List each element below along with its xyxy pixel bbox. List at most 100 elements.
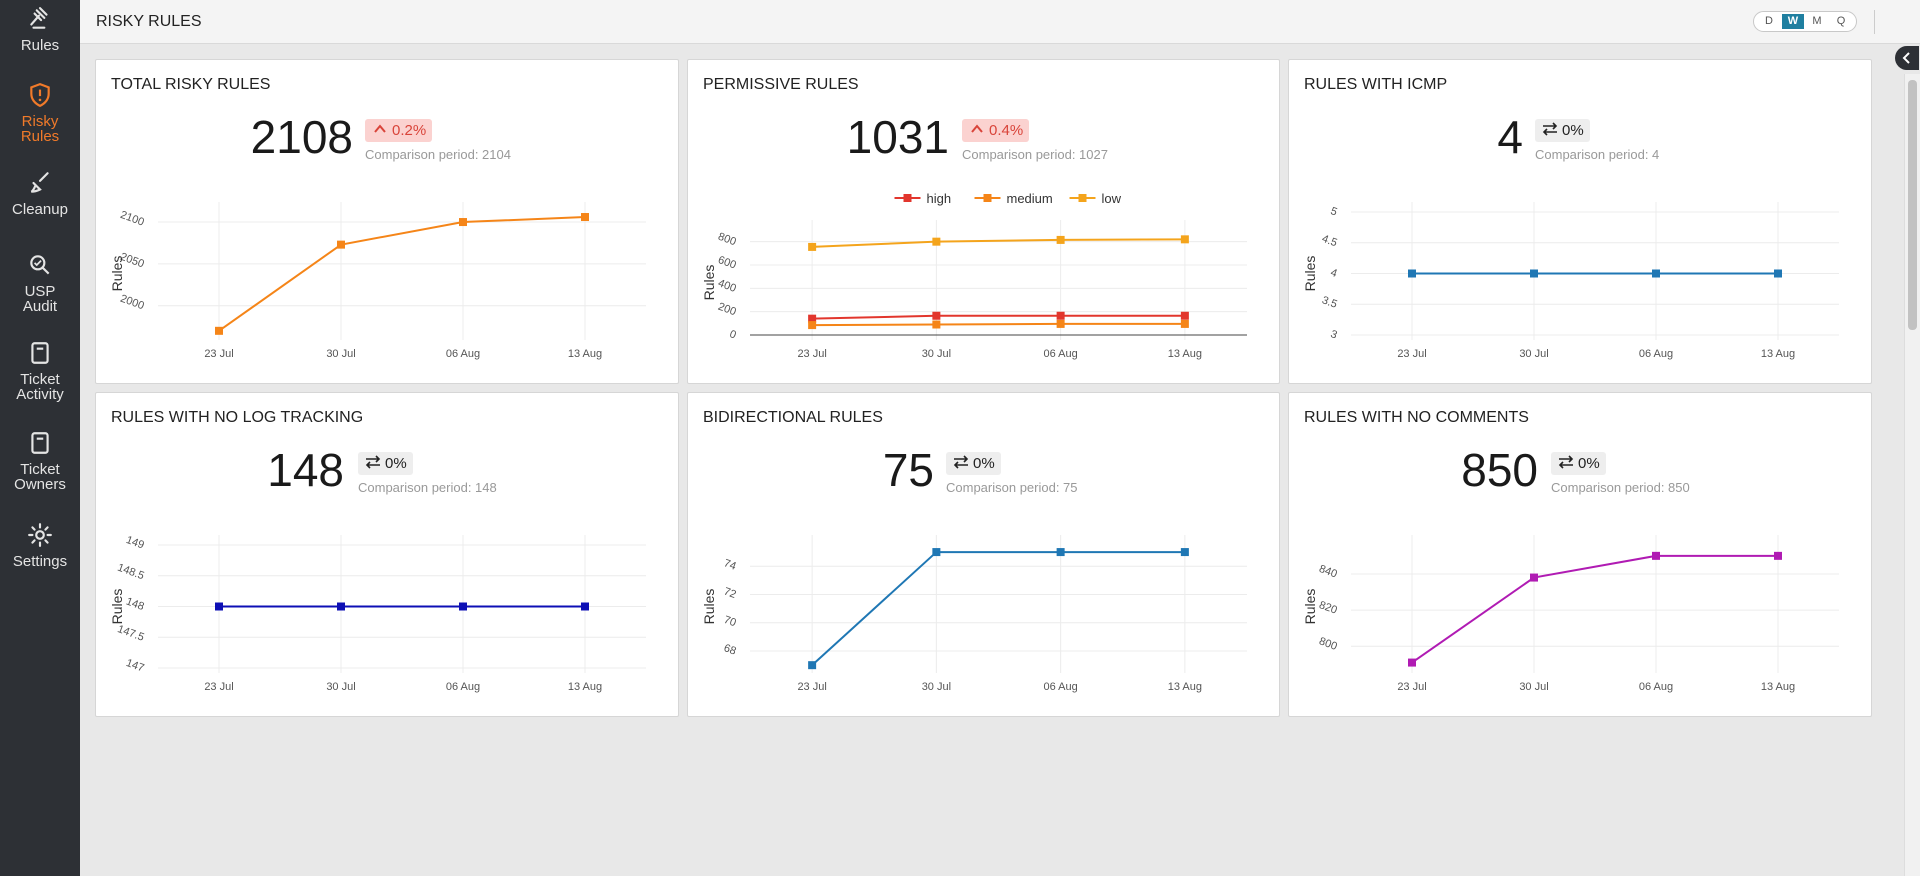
x-tick-label: 30 Jul: [922, 681, 951, 693]
audit-icon: [30, 255, 50, 275]
y-tick-label: 149: [124, 534, 145, 552]
data-point[interactable]: [459, 602, 467, 611]
data-point[interactable]: [808, 321, 817, 330]
y-tick-label: 3: [1329, 328, 1339, 341]
x-tick-label: 23 Jul: [1397, 681, 1426, 693]
x-tick-label: 30 Jul: [1519, 681, 1548, 693]
legend-item-low[interactable]: low: [1069, 191, 1122, 206]
data-point[interactable]: [1408, 658, 1416, 667]
sidebar-item-label: Ticket: [20, 461, 60, 478]
y-tick-label: 0: [728, 328, 738, 341]
data-point[interactable]: [808, 314, 817, 323]
period-d-button[interactable]: D: [1765, 15, 1773, 27]
x-tick-label: 23 Jul: [204, 681, 233, 693]
y-tick-label: 2100: [119, 209, 146, 229]
ticket-icon: [31, 342, 49, 364]
data-point[interactable]: [1180, 548, 1189, 557]
period-m-button[interactable]: M: [1812, 15, 1822, 27]
scrollbar-thumb[interactable]: [1908, 80, 1917, 330]
comparison-period: Comparison period: 148: [358, 480, 497, 495]
legend-item-high[interactable]: high: [894, 191, 952, 206]
data-point[interactable]: [1056, 548, 1065, 557]
y-tick-label: 400: [716, 277, 737, 295]
data-point[interactable]: [1774, 551, 1782, 560]
data-point[interactable]: [1180, 319, 1189, 328]
metric-card: RULES WITH NO COMMENTS 850 0% Comparison pe…: [1288, 392, 1872, 717]
y-tick-label: 5: [1329, 205, 1339, 218]
data-point[interactable]: [1056, 235, 1065, 244]
x-tick-label: 13 Aug: [568, 348, 602, 360]
sidebar-item-ticket-activity[interactable]: Ticket Activity: [0, 340, 80, 402]
data-point[interactable]: [932, 237, 941, 246]
data-point[interactable]: [1774, 269, 1782, 278]
data-point[interactable]: [1180, 235, 1189, 244]
y-tick-label: 70: [722, 614, 738, 629]
sidebar-item-rules[interactable]: Rules: [0, 6, 80, 53]
metric-card: TOTAL RISKY RULES 2108 0.2% Comparison peri…: [95, 59, 679, 384]
data-point[interactable]: [932, 320, 941, 329]
x-tick-label: 13 Aug: [1761, 681, 1795, 693]
legend-label: medium: [1007, 191, 1053, 206]
sidebar-item-risky-rules[interactable]: Risky Rules: [0, 82, 80, 144]
series-line: [1411, 554, 1778, 664]
y-tick-label: 4: [1329, 267, 1339, 280]
data-point[interactable]: [215, 326, 223, 335]
data-point[interactable]: [932, 311, 941, 320]
line-chart: 147 147.5 148 148.5 149 23 Jul 30 Jul 06 Aug 13 …: [109, 534, 646, 693]
data-point[interactable]: [1180, 311, 1189, 320]
sidebar-item-usp-audit[interactable]: USP Audit: [0, 252, 80, 314]
data-point[interactable]: [1056, 311, 1065, 320]
x-tick-label: 13 Aug: [1761, 348, 1795, 360]
page-title: RISKY RULES: [96, 13, 202, 30]
swap-arrows-icon: [1542, 122, 1558, 136]
change-percent: 0.2%: [392, 122, 427, 139]
legend-item-medium[interactable]: medium: [974, 191, 1053, 206]
swap-arrows-icon: [1558, 455, 1574, 469]
sidebar-item-ticket-owners[interactable]: Ticket Owners: [0, 430, 80, 492]
data-point[interactable]: [215, 602, 223, 611]
x-tick-label: 13 Aug: [1168, 681, 1202, 693]
x-tick-label: 30 Jul: [922, 348, 951, 360]
change-percent: 0%: [1578, 455, 1600, 472]
sidebar-item-cleanup[interactable]: Cleanup: [0, 170, 80, 217]
gear-icon: [28, 523, 52, 547]
data-point[interactable]: [1652, 269, 1660, 278]
data-point[interactable]: [1408, 269, 1416, 278]
metric-value: 1031: [846, 111, 949, 163]
legend-label: low: [1102, 191, 1122, 206]
x-tick-label: 13 Aug: [1168, 348, 1202, 360]
data-point[interactable]: [1056, 319, 1065, 328]
data-point[interactable]: [808, 242, 817, 251]
y-axis-label: Rules: [109, 256, 125, 292]
data-point[interactable]: [808, 661, 817, 670]
data-point[interactable]: [932, 548, 941, 557]
card-title: BIDIRECTIONAL RULES: [703, 409, 883, 426]
y-tick-label: 3.5: [1320, 294, 1338, 311]
data-point[interactable]: [1530, 269, 1538, 278]
y-tick-label: 72: [722, 586, 738, 601]
legend-label: high: [927, 191, 952, 206]
period-w-button[interactable]: W: [1782, 14, 1804, 29]
period-q-button[interactable]: Q: [1836, 15, 1846, 27]
y-axis-label: Rules: [701, 265, 717, 301]
metric-value: 4: [1497, 111, 1523, 163]
series-line: [218, 216, 586, 332]
legend-marker: [903, 194, 912, 202]
data-point[interactable]: [337, 602, 345, 611]
data-point[interactable]: [459, 218, 467, 227]
data-point[interactable]: [337, 240, 345, 249]
data-point[interactable]: [1530, 573, 1538, 582]
data-point[interactable]: [581, 213, 589, 222]
x-tick-label: 06 Aug: [446, 348, 480, 360]
change-badge: 0%: [1535, 119, 1590, 142]
series-line: [812, 322, 1185, 327]
comparison-period: Comparison period: 4: [1535, 147, 1660, 162]
collapse-panel-button[interactable]: [1895, 46, 1919, 70]
sidebar-item-label: Activity: [16, 386, 64, 403]
sidebar-item-settings[interactable]: Settings: [0, 522, 80, 569]
data-point[interactable]: [1652, 551, 1660, 560]
x-tick-label: 13 Aug: [568, 681, 602, 693]
data-point[interactable]: [581, 602, 589, 611]
chevron-up-icon: [971, 124, 983, 133]
